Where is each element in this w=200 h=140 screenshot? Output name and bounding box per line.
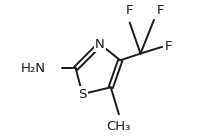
Text: N: N bbox=[95, 38, 105, 51]
Text: H₂N: H₂N bbox=[21, 62, 46, 75]
Text: CH₃: CH₃ bbox=[107, 120, 131, 133]
Text: F: F bbox=[165, 40, 172, 53]
Text: F: F bbox=[126, 4, 133, 17]
Text: S: S bbox=[78, 88, 87, 101]
Text: F: F bbox=[157, 4, 164, 17]
